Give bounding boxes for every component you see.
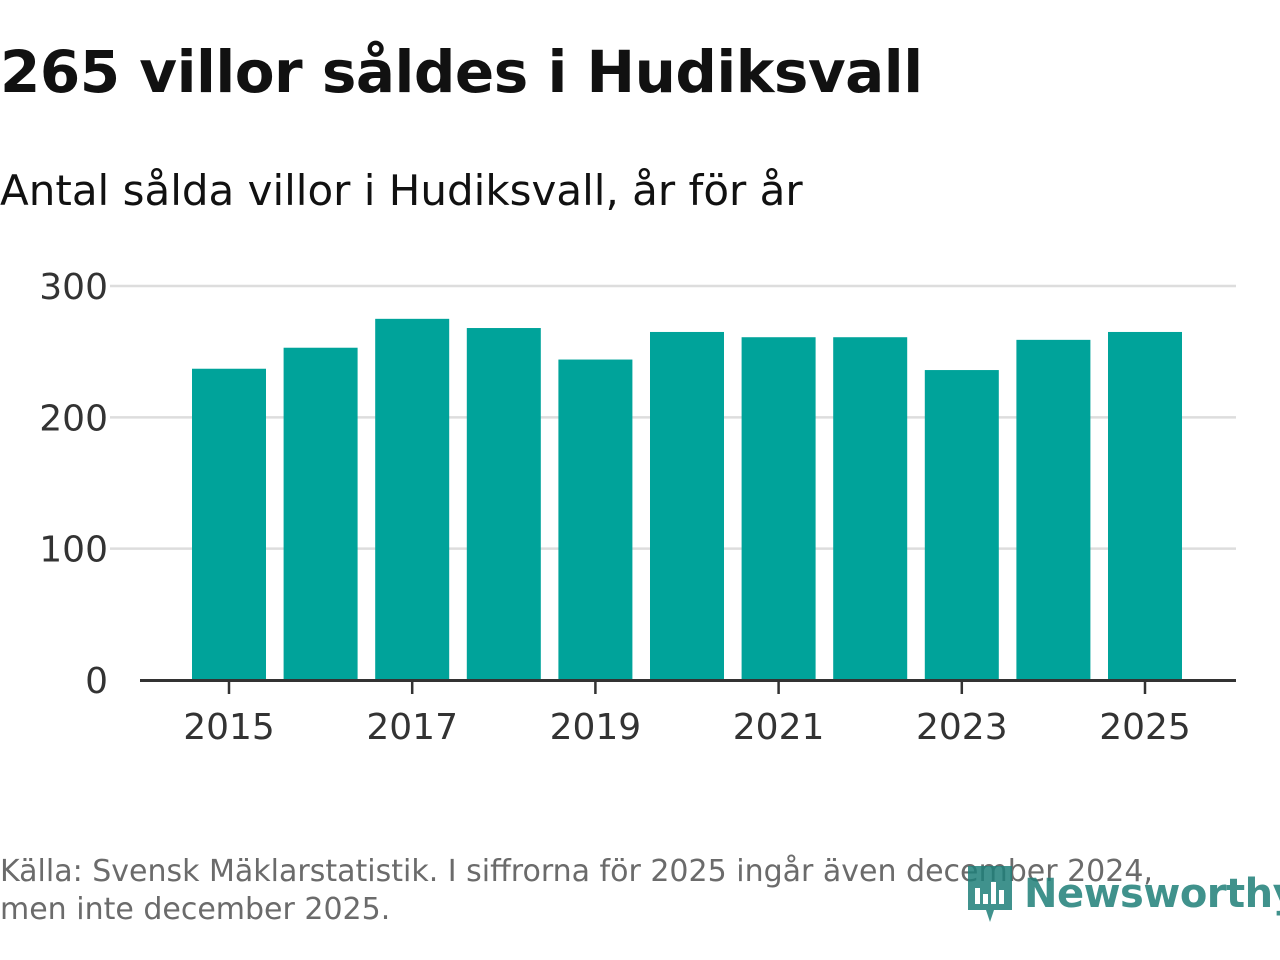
bar-2018 [466,328,541,680]
bar-2023 [924,370,999,680]
newsworthy-logo: Newsworthy [964,862,1280,926]
bar-2021 [741,337,816,680]
x-tick-label: 2025 [1099,707,1191,748]
y-tick-label: 200 [39,398,108,439]
bar-2022 [833,337,908,680]
x-tick-label: 2017 [366,707,458,748]
bar-2015 [192,368,266,680]
chart-title: 265 villor såldes i Hudiksvall [0,38,923,106]
y-tick-label: 300 [39,267,108,308]
bar-2025 [1108,331,1182,680]
bars [192,318,1182,680]
bar-2019 [558,359,633,680]
x-tick-label: 2019 [550,707,642,748]
source-note: Källa: Svensk Mäklarstatistik. I siffror… [0,853,1240,929]
logo-text: Newsworthy [1024,871,1280,917]
y-tick-label: 0 [85,661,108,702]
source-line-2: men inte december 2025. [0,892,391,927]
x-tick-label: 2021 [733,707,825,748]
source-line-1: Källa: Svensk Mäklarstatistik. I siffror… [0,854,1153,889]
newsworthy-bar-chart-icon [968,866,1012,922]
x-tick-label: 2015 [183,707,275,748]
bar-chart: 0 100 200 300 2015 2017 2019 2021 2023 2025 [39,267,1236,748]
bar-2016 [283,347,358,680]
y-tick-label: 100 [39,530,108,571]
axes: 0 100 200 300 2015 2017 2019 2021 2023 2025 [39,267,1236,748]
chart-subtitle: Antal sålda villor i Hudiksvall, år för … [0,166,803,215]
x-tick-label: 2023 [916,707,1008,748]
bar-2017 [375,318,450,680]
bar-2024 [1016,339,1091,680]
bar-2020 [650,331,724,680]
